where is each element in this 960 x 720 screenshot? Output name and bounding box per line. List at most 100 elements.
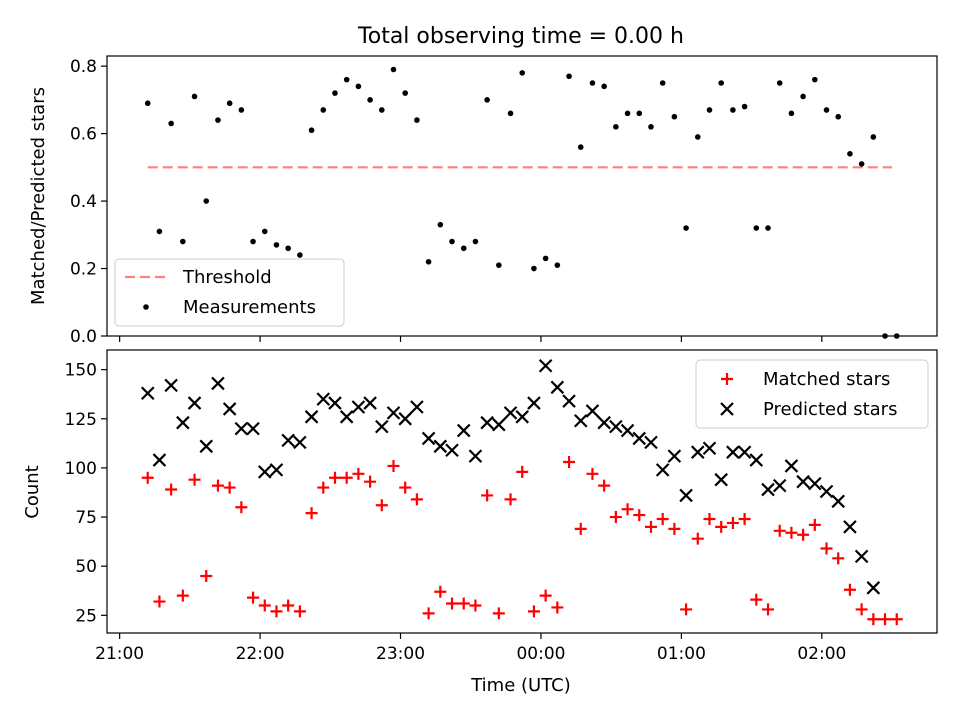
predicted-star-point: [351, 400, 366, 414]
measurement-point: [496, 262, 502, 268]
measurement-point: [425, 258, 432, 265]
matched-star-point: [492, 607, 505, 620]
measurement-point: [226, 100, 233, 107]
predicted-star-point: [726, 445, 740, 459]
predicted-star-point: [679, 488, 693, 503]
matched-star-point: [527, 605, 540, 618]
predicted-star-point: [445, 443, 459, 458]
measurement-point: [460, 245, 467, 252]
measurement-point: [858, 161, 865, 167]
measurement-point: [378, 107, 385, 113]
matched-star-point: [504, 493, 517, 506]
measurement-point: [285, 245, 291, 252]
predicted-star-point: [503, 406, 518, 420]
matched-star-point: [598, 479, 611, 492]
measurement-point: [624, 110, 631, 117]
top-legend: Threshold Measurements: [114, 258, 345, 327]
x-tick-label: 00:00: [516, 644, 565, 664]
matched-star-point: [375, 499, 388, 512]
predicted-star-point: [328, 396, 342, 410]
matched-star-point: [516, 465, 529, 478]
matched-star-point: [574, 522, 587, 535]
matched-star-point: [843, 583, 856, 596]
measurement-point: [180, 238, 186, 245]
predicted-star-point: [480, 415, 494, 430]
predicted-star-point: [304, 410, 319, 424]
measurement-point: [343, 76, 350, 83]
matched-star-point: [352, 467, 365, 480]
matched-stars-series: [141, 456, 903, 626]
matched-star-point: [469, 599, 482, 612]
predicted-star-point: [585, 404, 600, 418]
matched-star-point: [364, 475, 377, 488]
measurement-point: [144, 100, 151, 107]
x-tick-label: 21:00: [95, 644, 144, 664]
predicted-star-point: [644, 435, 658, 450]
predicted-star-point: [620, 423, 635, 438]
measurement-point: [683, 225, 689, 231]
measurement-point: [706, 107, 713, 113]
matched-star-point: [703, 513, 716, 526]
predicted-star-point: [293, 435, 307, 450]
y-tick-label: 150: [65, 361, 97, 381]
predicted-star-point: [386, 406, 401, 420]
measurement-point: [390, 66, 397, 73]
legend-predicted-label: Predicted stars: [763, 399, 897, 420]
y-tick-label: 100: [65, 459, 97, 479]
predicted-star-point: [410, 400, 424, 414]
matched-star-point: [879, 613, 892, 626]
matched-star-point: [457, 597, 470, 610]
matched-star-point: [387, 459, 400, 472]
predicted-star-point: [398, 412, 412, 426]
measurement-point: [694, 134, 701, 140]
matched-star-point: [410, 493, 423, 506]
measurements-series: [144, 66, 900, 339]
measurement-point: [765, 225, 771, 231]
matched-star-point: [293, 605, 306, 618]
predicted-star-point: [363, 396, 377, 410]
figure-title: Total observing time = 0.00 h: [357, 24, 684, 49]
measurement-point: [273, 242, 280, 248]
y-tick-label: 75: [75, 508, 97, 528]
measurement-point: [449, 238, 455, 245]
measurement-point: [566, 73, 572, 80]
measurement-point: [776, 80, 783, 86]
predicted-star-point: [749, 453, 764, 467]
predicted-star-point: [808, 476, 822, 491]
predicted-star-point: [246, 421, 260, 436]
predicted-star-point: [515, 410, 530, 424]
bottom-panel: 25 50 75 100 125 150 21:00 22:00 23:00 00:00 01:0…: [22, 349, 938, 696]
matched-star-point: [176, 589, 189, 602]
predicted-star-point: [667, 449, 682, 463]
measurement-point: [636, 110, 643, 117]
matched-star-point: [797, 528, 810, 541]
matched-star-point: [141, 471, 154, 484]
predicted-star-point: [222, 402, 237, 416]
bottom-legend: Matched stars Predicted stars: [695, 359, 929, 429]
matched-star-point: [609, 511, 622, 524]
y-tick-label: 0.6: [70, 125, 97, 145]
legend-predicted-marker: [720, 402, 734, 416]
measurement-point: [554, 262, 561, 268]
measurement-point: [659, 80, 666, 86]
predicted-star-point: [211, 376, 225, 391]
measurement-point: [367, 97, 373, 103]
measurement-point: [402, 90, 409, 96]
legend-measurements-swatch: [143, 304, 149, 310]
measurement-point: [730, 107, 736, 113]
measurement-point: [671, 113, 678, 120]
legend-matched-label: Matched stars: [763, 369, 890, 390]
predicted-star-point: [527, 396, 541, 410]
predicted-star-point: [843, 520, 857, 534]
predicted-star-point: [772, 478, 787, 493]
predicted-star-point: [550, 380, 565, 395]
bottom-x-ticks: 21:00 22:00 23:00 00:00 01:00 02:00: [95, 633, 846, 664]
measurement-point: [320, 107, 327, 113]
matched-star-point: [317, 481, 330, 494]
y-tick-label: 0.8: [70, 57, 97, 77]
x-axis-label: Time (UTC): [470, 675, 571, 696]
top-legend-box: [114, 258, 345, 327]
matched-star-point: [750, 593, 763, 606]
predicted-star-point: [492, 417, 506, 432]
